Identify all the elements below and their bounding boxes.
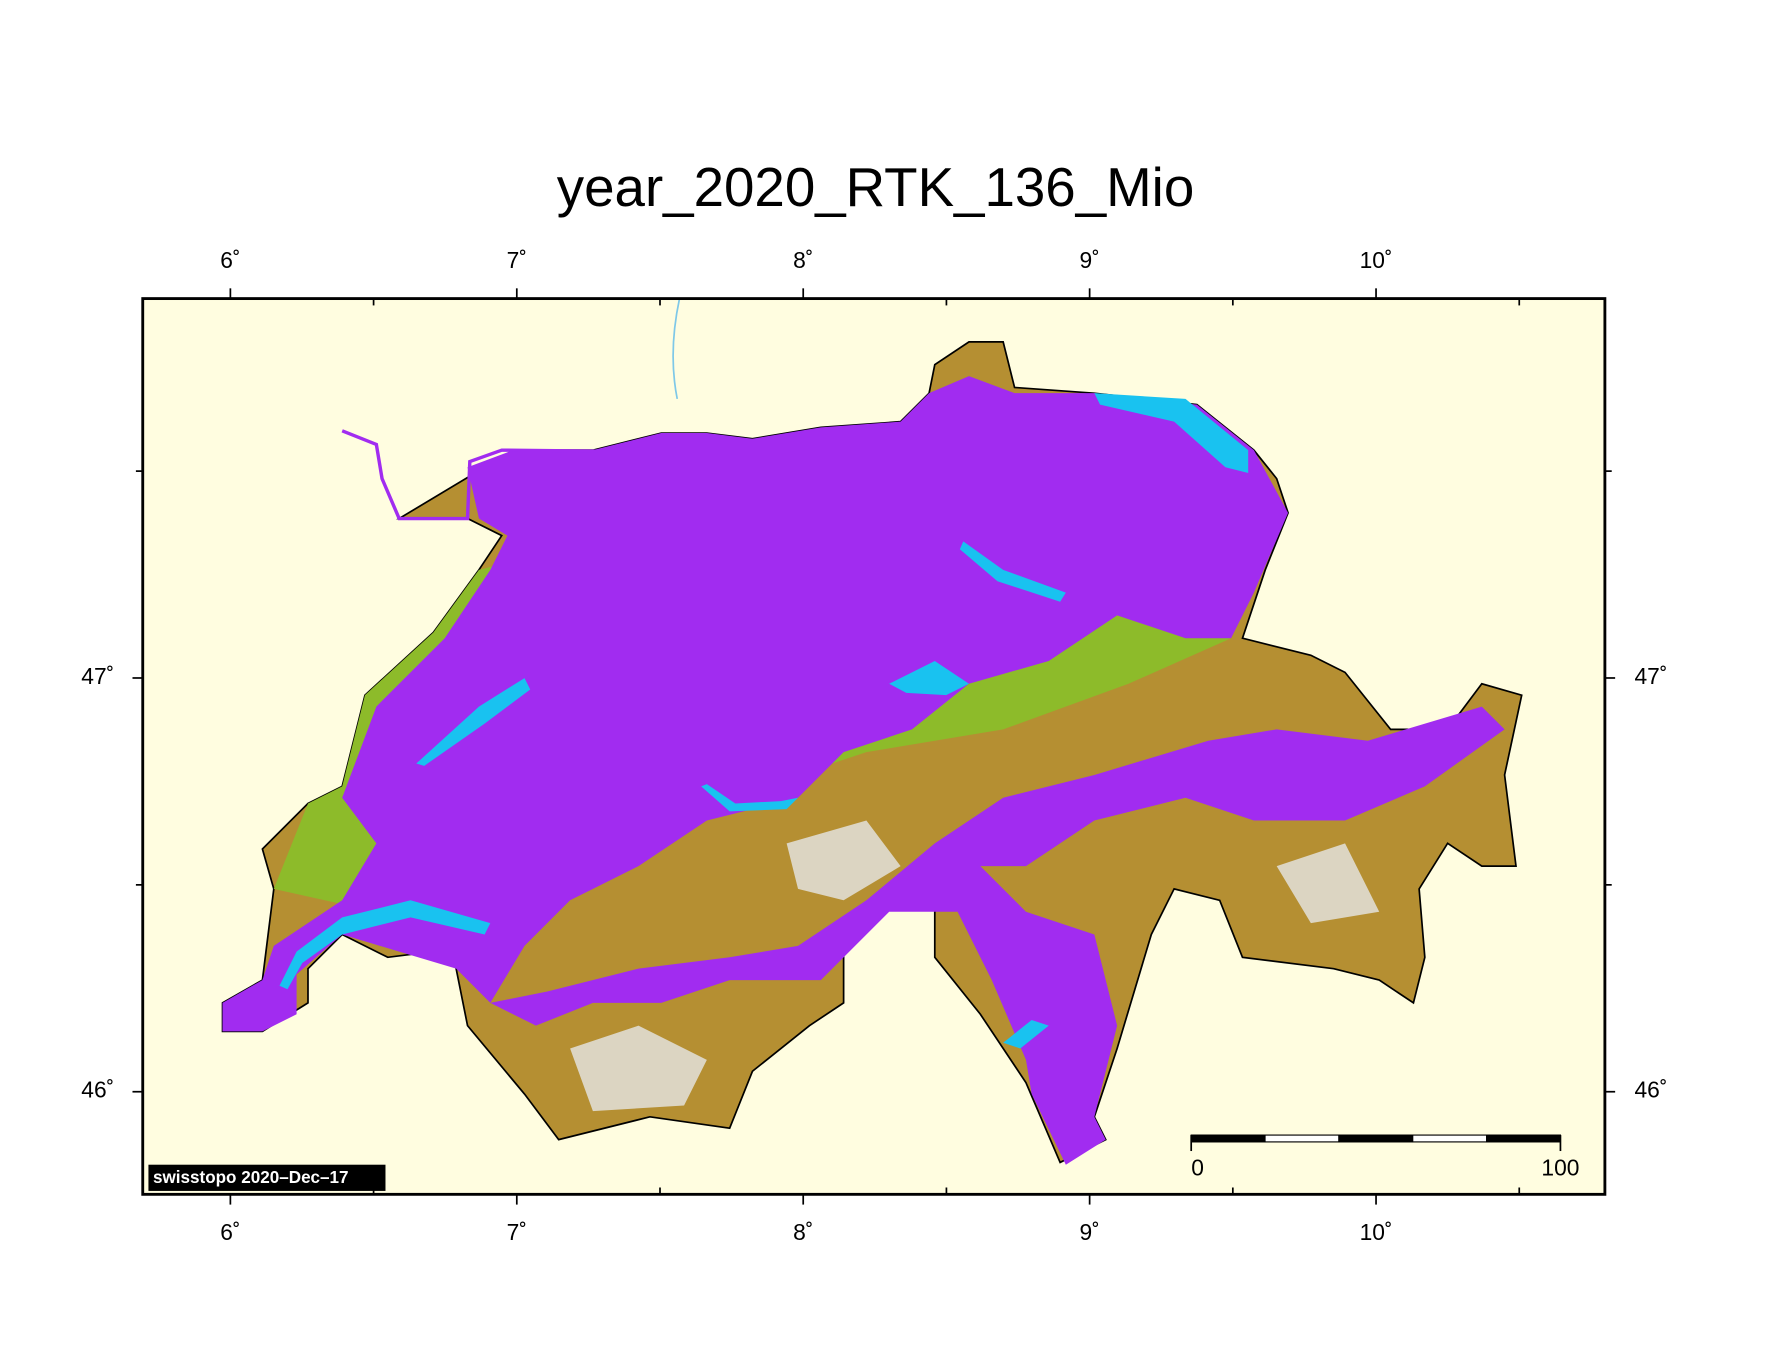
lake-geneva	[279, 900, 491, 990]
lon-tick-label: 8˚	[793, 247, 813, 273]
lon-tick-label: 6˚	[220, 247, 240, 273]
map-frame	[141, 297, 1607, 1196]
lat-tick-label: 47˚	[81, 663, 114, 689]
scale-segment	[1190, 1134, 1266, 1143]
credit-box	[148, 1164, 386, 1191]
map-title: year_2020_RTK_136_Mio	[557, 156, 1194, 218]
scale-segment	[1486, 1134, 1562, 1143]
lon-tick-label: 10˚	[1360, 1219, 1393, 1245]
lon-tick-label: 9˚	[1079, 1219, 1099, 1245]
rtk-coverage	[222, 376, 1505, 1165]
lon-tick-label: 7˚	[507, 1219, 527, 1245]
scale-segment	[1412, 1134, 1488, 1143]
lake-neuchatel	[416, 678, 531, 766]
river	[672, 298, 681, 400]
lake-zurich	[959, 541, 1066, 602]
lake-lucerne	[889, 660, 969, 696]
border-line	[341, 429, 616, 521]
lon-tick-label: 7˚	[507, 247, 527, 273]
lon-tick-label: 10˚	[1360, 247, 1393, 273]
lon-tick-label: 6˚	[220, 1219, 240, 1245]
lake-maggiore	[1003, 1019, 1049, 1049]
snow-area	[570, 820, 1380, 1112]
scale-label: 0	[1191, 1154, 1204, 1180]
lat-tick-label: 46˚	[1635, 1077, 1668, 1103]
credit: swisstopo 2020–Dec–17	[153, 1168, 349, 1187]
lon-tick-label: 8˚	[793, 1219, 813, 1245]
lat-tick-label: 47˚	[1635, 663, 1668, 689]
lake-thun	[701, 784, 799, 812]
lon-tick-label: 9˚	[1079, 247, 1099, 273]
scale-segment	[1264, 1134, 1340, 1143]
lake-constance	[1094, 393, 1249, 473]
scale-segment	[1338, 1134, 1414, 1143]
scale-bar: 0 100	[1190, 1134, 1579, 1180]
lakes	[279, 393, 1249, 1049]
scale-label: 100	[1541, 1154, 1579, 1180]
lat-tick-label: 46˚	[81, 1077, 114, 1103]
